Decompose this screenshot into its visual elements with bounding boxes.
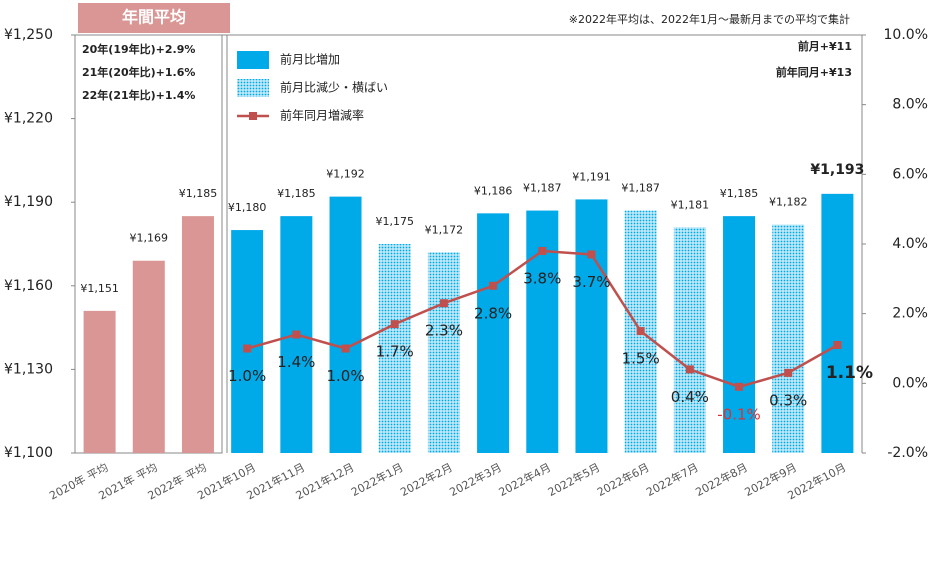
- legend-label: 前月比減少・横ばい: [280, 80, 388, 95]
- y-tick-label: ¥1,190: [4, 194, 53, 210]
- y2-tick-label: 8.0%: [892, 97, 928, 113]
- note: 21年(20年比)+1.6%: [82, 65, 195, 79]
- bar: [821, 193, 854, 453]
- legend-label: 前年同月増減率: [280, 108, 364, 123]
- y2-tick-label: 2.0%: [892, 306, 928, 322]
- marker: [833, 341, 842, 350]
- marker: [489, 281, 498, 290]
- y2-tick-label: 0.0%: [892, 375, 928, 391]
- x-tick-label: 2022年4月: [496, 460, 553, 499]
- data-label: 1.7%: [376, 343, 414, 361]
- data-label: 1.0%: [326, 367, 364, 385]
- legend-swatch: [237, 79, 269, 97]
- bar: [378, 244, 411, 453]
- data-label: ¥1,182: [769, 195, 808, 208]
- bar: [526, 210, 559, 453]
- y-tick-label: ¥1,160: [4, 278, 53, 294]
- bar: [772, 224, 805, 453]
- y-tick-label: ¥1,250: [4, 27, 53, 43]
- annotation: 前年同月+¥13: [776, 65, 852, 79]
- data-label: ¥1,169: [130, 232, 169, 245]
- bar: [723, 216, 756, 453]
- data-label: 2.3%: [425, 322, 463, 340]
- data-label: ¥1,191: [572, 170, 611, 183]
- marker: [390, 320, 399, 329]
- data-label: 1.0%: [228, 367, 266, 385]
- header-box: [78, 3, 230, 33]
- bar: [231, 230, 264, 453]
- y-tick-label: ¥1,100: [4, 445, 53, 461]
- x-tick-label: 2022年3月: [447, 460, 504, 499]
- data-label: ¥1,187: [523, 182, 562, 195]
- marker: [636, 327, 645, 336]
- marker: [341, 344, 350, 353]
- marker: [243, 344, 252, 353]
- data-label: 0.3%: [769, 391, 807, 409]
- bar: [673, 227, 706, 453]
- x-tick-label: 2022年2月: [398, 460, 455, 499]
- note: 22年(21年比)+1.4%: [82, 88, 195, 102]
- data-label: 0.4%: [671, 388, 709, 406]
- x-tick-label: 2022年1月: [349, 460, 406, 499]
- annotation: ※2022年平均は、2022年1月～最新月までの平均で集計: [569, 12, 850, 26]
- data-label: ¥1,185: [179, 187, 218, 200]
- marker: [784, 368, 793, 377]
- data-label: ¥1,185: [277, 187, 316, 200]
- legend-swatch: [237, 51, 269, 69]
- data-label: -0.1%: [717, 405, 761, 423]
- marker: [538, 246, 547, 255]
- data-label: ¥1,187: [621, 182, 660, 195]
- y2-tick-label: -2.0%: [887, 445, 928, 461]
- legend-swatch: [249, 112, 257, 120]
- data-label: ¥1,192: [326, 168, 365, 181]
- bar: [132, 260, 165, 453]
- marker: [587, 250, 596, 259]
- y2-tick-label: 10.0%: [884, 27, 928, 43]
- x-tick-label: 2022年6月: [595, 460, 652, 499]
- bar: [83, 310, 116, 453]
- data-label: ¥1,193: [810, 162, 864, 178]
- data-label: ¥1,186: [474, 184, 513, 197]
- header-label: 年間平均: [122, 8, 186, 27]
- marker: [685, 365, 694, 374]
- bar: [427, 252, 460, 453]
- data-label: 3.8%: [523, 269, 561, 287]
- data-label: ¥1,181: [671, 198, 710, 211]
- data-label: 2.8%: [474, 304, 512, 322]
- note: 20年(19年比)+2.9%: [82, 42, 195, 56]
- marker: [292, 330, 301, 339]
- data-label: 1.4%: [277, 353, 315, 371]
- data-label: ¥1,175: [375, 215, 414, 228]
- bar: [575, 199, 608, 453]
- data-label: 1.5%: [622, 350, 660, 368]
- y2-tick-label: 4.0%: [892, 236, 928, 252]
- marker: [439, 299, 448, 308]
- data-label: 1.1%: [826, 363, 873, 383]
- data-label: ¥1,180: [228, 201, 267, 214]
- bar: [329, 196, 362, 454]
- marker: [735, 382, 744, 391]
- data-label: ¥1,185: [720, 187, 759, 200]
- legend-label: 前月比増加: [280, 52, 340, 67]
- y-tick-label: ¥1,220: [4, 111, 53, 127]
- x-tick-label: 2022年8月: [693, 460, 750, 499]
- data-label: ¥1,172: [425, 223, 464, 236]
- x-tick-label: 2022年5月: [545, 460, 602, 499]
- annotation: 前月+¥11: [798, 39, 852, 53]
- data-label: 3.7%: [572, 273, 610, 291]
- bar: [477, 213, 510, 453]
- data-label: ¥1,151: [80, 282, 119, 295]
- x-tick-label: 2022年7月: [644, 460, 701, 499]
- y-tick-label: ¥1,130: [4, 361, 53, 377]
- bar: [181, 216, 214, 453]
- y2-tick-label: 6.0%: [892, 166, 928, 182]
